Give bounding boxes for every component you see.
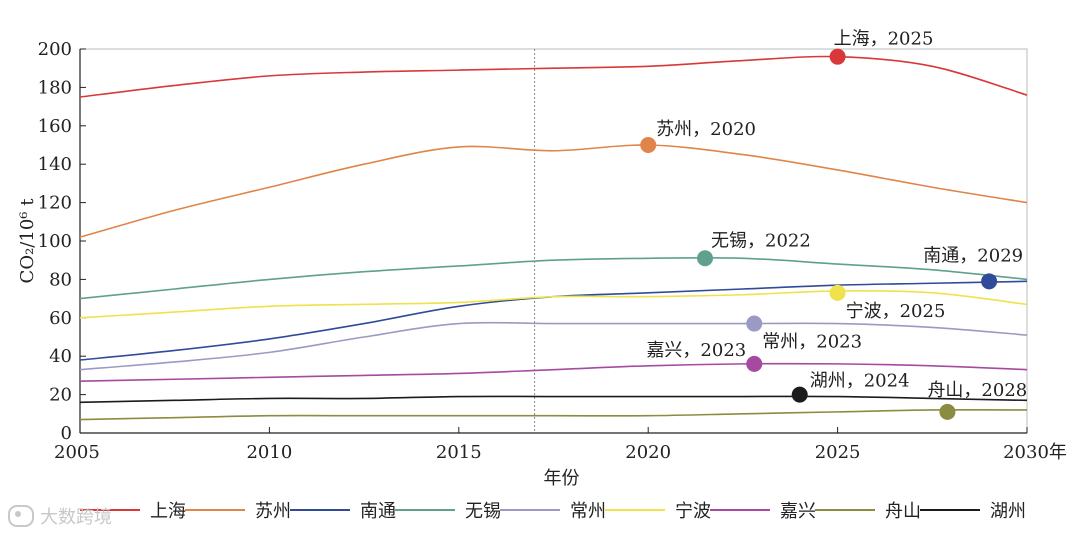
peak-marker-舟山: [939, 403, 956, 420]
legend-swatch: [185, 509, 245, 511]
peak-label-苏州: 苏州，2020: [656, 119, 756, 140]
legend-label: 无锡: [465, 501, 501, 522]
legend-item-zhoushan[interactable]: 舟山: [815, 495, 921, 525]
peak-marker-无锡: [697, 250, 714, 267]
peak-label-上海: 上海，2025: [834, 29, 934, 50]
legend-label: 南通: [360, 501, 396, 522]
legend-swatch: [500, 509, 560, 511]
legend-swatch: [605, 509, 665, 511]
y-tick-label: 80: [49, 269, 72, 290]
legend-swatch: [920, 509, 980, 511]
peak-label-嘉兴: 嘉兴，2023: [646, 340, 746, 361]
peak-label-舟山: 舟山，2028: [927, 380, 1027, 401]
legend-item-huzhou[interactable]: 湖州: [920, 495, 1026, 525]
chart-legend: 上海 苏州 南通 无锡 常州 宁波 嘉兴 舟山 湖州: [55, 495, 1055, 525]
series-line-湖州: [79, 395, 1028, 404]
series-line-常州: [79, 321, 1028, 371]
legend-item-ningbo[interactable]: 宁波: [605, 495, 711, 525]
peak-marker-嘉兴: [746, 355, 763, 372]
x-tick-label: 2015: [436, 442, 482, 463]
peak-marker-湖州: [791, 386, 808, 403]
legend-label: 嘉兴: [780, 501, 816, 522]
legend-item-shanghai[interactable]: 上海: [80, 495, 186, 525]
peak-label-湖州: 湖州，2024: [810, 371, 910, 392]
x-tick-label: 2020: [625, 442, 671, 463]
peak-marker-宁波: [829, 284, 846, 301]
y-tick-label: 120: [38, 193, 72, 214]
legend-label: 舟山: [885, 501, 921, 522]
y-axis-label: CO₂/10⁶ t: [17, 198, 38, 284]
legend-item-nantong[interactable]: 南通: [290, 495, 396, 525]
legend-label: 上海: [150, 501, 186, 522]
x-tick-label: 2005: [54, 442, 100, 463]
y-tick-label: 160: [38, 116, 72, 137]
series-line-宁波: [79, 289, 1028, 319]
x-axis-label: 年份: [544, 468, 580, 489]
peak-marker-苏州: [640, 137, 657, 153]
x-tick-label: 2030年: [1003, 442, 1067, 463]
x-tick-label: 2010: [246, 442, 292, 463]
legend-label: 湖州: [990, 501, 1026, 522]
legend-swatch: [710, 509, 770, 511]
series-line-苏州: [79, 144, 1028, 238]
peak-label-无锡: 无锡，2022: [711, 230, 811, 251]
watermark-text: 大数跨境: [40, 507, 112, 528]
series-line-无锡: [79, 256, 1028, 300]
legend-label: 苏州: [255, 501, 291, 522]
peak-label-南通: 南通，2029: [923, 245, 1023, 266]
y-tick-label: 40: [49, 346, 72, 367]
y-tick-label: 180: [38, 77, 72, 98]
y-tick-label: 140: [38, 154, 72, 175]
legend-item-changzhou[interactable]: 常州: [500, 495, 606, 525]
series-line-舟山: [79, 409, 1028, 421]
x-tick-label: 2025: [815, 442, 861, 463]
legend-label: 宁波: [675, 501, 711, 522]
legend-swatch: [80, 509, 140, 511]
peak-label-常州: 常州，2023: [762, 332, 862, 353]
series-line-嘉兴: [79, 362, 1028, 382]
y-tick-label: 60: [49, 308, 72, 329]
watermark-logo-icon: [8, 505, 34, 527]
legend-swatch: [290, 509, 350, 511]
peak-marker-南通: [981, 273, 998, 290]
peak-marker-上海: [829, 48, 846, 65]
y-tick-label: 0: [61, 423, 72, 444]
legend-item-suzhou[interactable]: 苏州: [185, 495, 291, 525]
watermark: 大数跨境: [8, 503, 112, 529]
peak-label-宁波: 宁波，2025: [846, 301, 946, 322]
legend-item-wuxi[interactable]: 无锡: [395, 495, 501, 525]
y-tick-label: 20: [49, 385, 72, 406]
series-line-上海: [79, 55, 1028, 98]
legend-swatch: [395, 509, 455, 511]
legend-label: 常州: [570, 501, 606, 522]
y-tick-label: 200: [38, 39, 72, 60]
y-tick-label: 100: [38, 231, 72, 252]
peak-marker-常州: [746, 315, 763, 332]
legend-item-jiaxing[interactable]: 嘉兴: [710, 495, 816, 525]
legend-swatch: [815, 509, 875, 511]
